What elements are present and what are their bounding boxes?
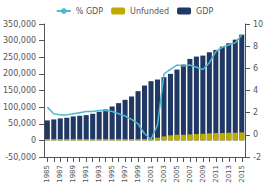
svg-text:2009: 2009 [199,165,207,183]
svg-text:0: 0 [31,136,36,145]
svg-text:2007: 2007 [186,165,194,183]
svg-text:4: 4 [253,86,258,95]
svg-text:-2: -2 [253,153,261,162]
svg-text:10: 10 [253,20,263,29]
svg-text:2005: 2005 [173,165,181,183]
svg-text:1999: 1999 [134,165,142,183]
svg-text:300,000: 300,000 [3,36,36,45]
svg-text:1989: 1989 [69,165,77,183]
svg-text:-50,000: -50,000 [5,153,36,162]
svg-text:1987: 1987 [56,165,64,183]
svg-text:2015: 2015 [238,165,246,183]
svg-text:350,000: 350,000 [3,20,36,29]
svg-text:150,000: 150,000 [3,86,36,95]
svg-text:100,000: 100,000 [3,103,36,112]
svg-text:2003: 2003 [160,165,168,183]
svg-text:1995: 1995 [108,165,116,183]
svg-text:6: 6 [253,64,258,73]
svg-text:1985: 1985 [43,165,51,183]
svg-text:Unfunded: Unfunded [130,7,169,16]
svg-text:GDP: GDP [196,7,213,16]
svg-text:% GDP: % GDP [76,7,104,16]
svg-text:50,000: 50,000 [8,119,36,128]
svg-text:2013: 2013 [225,165,233,183]
svg-text:2011: 2011 [212,165,220,183]
svg-text:2001: 2001 [147,165,155,183]
svg-text:2: 2 [253,108,258,117]
svg-text:200,000: 200,000 [3,69,36,78]
svg-text:8: 8 [253,42,258,51]
svg-text:1997: 1997 [121,165,129,183]
svg-text:1993: 1993 [95,165,103,183]
svg-text:250,000: 250,000 [3,53,36,62]
svg-text:0: 0 [253,130,258,139]
svg-text:1991: 1991 [82,165,90,183]
